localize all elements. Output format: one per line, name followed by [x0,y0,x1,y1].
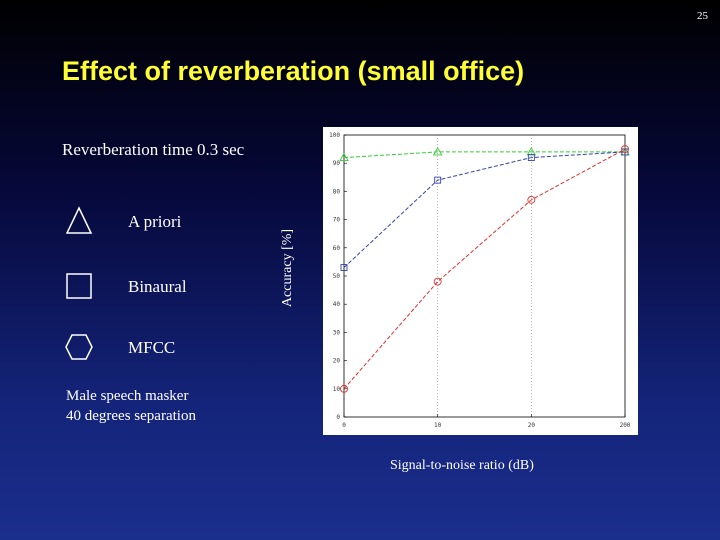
data-point-binaural [434,176,442,184]
y-tick-label: 30 [333,329,341,336]
page-number: 25 [697,10,708,22]
x-tick-label: 200 [620,422,631,429]
legend-item-binaural: Binaural [64,271,264,301]
y-tick-label: 20 [333,358,341,365]
data-point-binaural [340,264,348,271]
plot-frame [343,134,626,418]
note-line-1: Male speech masker [66,388,189,404]
x-tick-label: 0 [342,422,346,429]
y-tick-label: 60 [333,245,341,252]
y-tick-label: 40 [333,301,341,308]
slide-subtitle: Reverberation time 0.3 sec [62,140,245,159]
y-tick-label: 100 [329,132,340,139]
y-axis-label: Accuracy [%] [280,228,295,308]
data-point-mfcc [433,277,442,286]
data-point-binaural [527,154,535,162]
y-tick-label: 80 [333,188,341,195]
x-axis-label: Signal-to-noise ratio (dB) [390,458,534,473]
y-tick-label: 50 [333,273,341,280]
chart-svg: 0 10 20 30 40 50 60 70 80 90 100 0 10 20 200 [329,132,631,429]
square-icon [66,273,92,299]
x-tick-label: 20 [528,422,536,429]
series-line-mfcc [343,148,626,390]
data-point-a-priori [339,152,349,162]
x-tick-label: 10 [434,422,442,429]
slide-title: Effect of reverberation (small office) [62,56,525,86]
hexagon-icon [65,334,93,360]
legend-label-mfcc: MFCC [128,338,176,357]
series-line-a-priori [343,151,625,159]
legend-label-binaural: Binaural [128,277,187,296]
data-point-mfcc [621,145,629,154]
note-line-2: 40 degrees separation [66,408,196,424]
y-tick-label: 10 [333,386,341,393]
legend-item-a-priori: A priori [64,206,264,236]
triangle-icon [65,206,93,234]
y-tick-label: 70 [333,217,341,224]
legend-label-a-priori: A priori [128,212,182,231]
chart-plot: 0 10 20 30 40 50 60 70 80 90 100 0 10 20 200 [323,127,638,435]
legend-item-mfcc: MFCC [64,332,264,362]
data-point-mfcc [340,384,348,393]
data-point-mfcc [527,195,536,204]
condition-note: Male speech masker 40 degrees separation [66,386,196,426]
data-point-binaural [621,148,629,156]
y-tick-label: 90 [333,160,341,167]
y-tick-label: 0 [336,414,340,421]
series-line-binaural [343,151,626,268]
data-point-a-priori [432,147,443,156]
